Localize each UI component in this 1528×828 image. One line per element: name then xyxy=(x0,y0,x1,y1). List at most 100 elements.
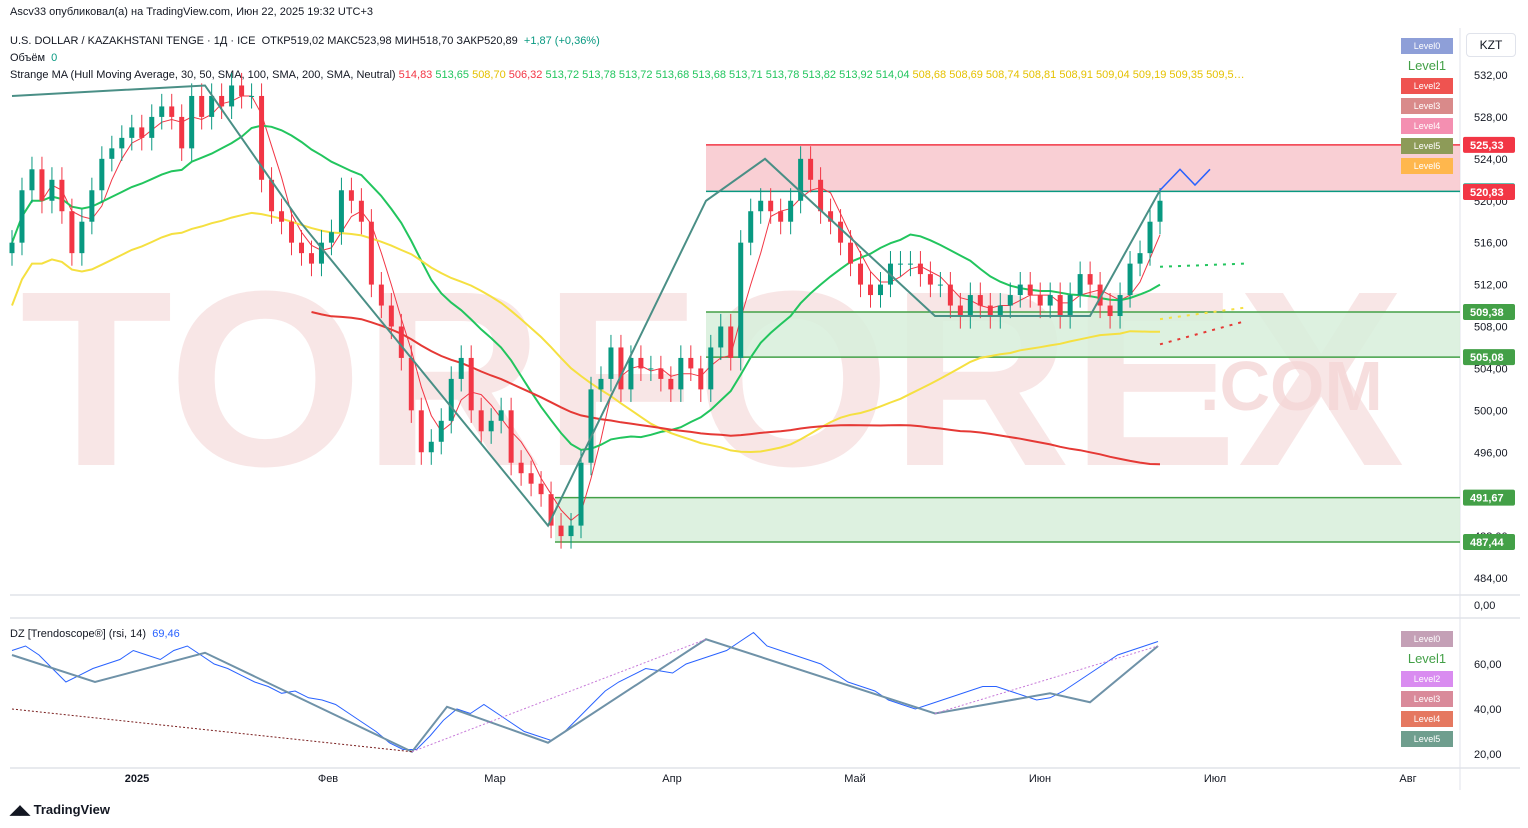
zone-resistance xyxy=(706,144,1460,192)
candle-body-62 xyxy=(628,357,634,390)
sma-200-line xyxy=(311,311,1161,466)
candle-body-40 xyxy=(408,357,414,411)
x-tick-0: 2025 xyxy=(125,773,149,785)
rsi-divergence-line xyxy=(11,708,413,753)
candle-body-106 xyxy=(1067,295,1073,317)
candle-body-52 xyxy=(528,473,534,484)
candle-body-98 xyxy=(987,305,993,317)
candle-body-47 xyxy=(478,410,484,432)
candle-body-56 xyxy=(568,525,574,537)
watermark-text: TORFOREX xyxy=(20,239,1404,518)
rsi-level-2[interactable]: Level2 xyxy=(1401,671,1453,687)
sma-50-line xyxy=(11,124,1161,451)
y-tick-4: 516,00 xyxy=(1474,238,1508,250)
candle-body-70 xyxy=(708,347,714,390)
candle-body-23 xyxy=(239,85,245,96)
rsi-line xyxy=(11,631,1159,750)
main-level-0[interactable]: Level0 xyxy=(1401,38,1453,54)
rsi-tick-1: 40,00 xyxy=(1474,704,1502,716)
candle-body-39 xyxy=(398,326,404,358)
candle-body-48 xyxy=(488,420,494,432)
main-level-5[interactable]: Level5 xyxy=(1401,138,1453,154)
candle-body-72 xyxy=(728,326,734,358)
tradingview-logo[interactable]: ◢◣ TradingView xyxy=(10,802,110,818)
candle-body-74 xyxy=(748,211,754,243)
ma100-projection xyxy=(1159,306,1246,321)
candle-body-109 xyxy=(1097,284,1103,306)
candle-body-3 xyxy=(39,169,45,201)
watermark-sub: .COM xyxy=(1200,347,1383,425)
candle-body-114 xyxy=(1147,221,1153,254)
candle-body-0 xyxy=(9,242,15,254)
candle-body-18 xyxy=(189,95,195,149)
rsi-level-1[interactable]: Level1 xyxy=(1401,651,1453,667)
price-label-bg-6 xyxy=(1463,533,1515,550)
candle-body-25 xyxy=(259,95,265,180)
candle-body-55 xyxy=(558,525,564,537)
x-tick-3: Апр xyxy=(662,773,681,785)
candle-body-8 xyxy=(89,190,95,222)
candle-body-76 xyxy=(768,200,774,212)
rsi-trend-line-2 xyxy=(934,645,1159,714)
rsi-level-3[interactable]: Level3 xyxy=(1401,691,1453,707)
main-level-3[interactable]: Level3 xyxy=(1401,98,1453,114)
candle-body-45 xyxy=(458,357,464,379)
volume-label[interactable]: Объём xyxy=(10,52,46,64)
candle-body-37 xyxy=(378,284,384,306)
symbol-name[interactable]: U.S. DOLLAR / KAZAKHSTANI TENGE · 1Д · I… xyxy=(10,35,256,47)
candle-body-14 xyxy=(149,116,155,138)
candle-body-41 xyxy=(418,410,424,453)
candle-body-12 xyxy=(129,127,135,138)
x-tick-7: Авг xyxy=(1399,773,1416,785)
rsi-label[interactable]: DZ [Trendoscope®] (rsi, 14) xyxy=(10,628,147,640)
currency-button[interactable]: KZT xyxy=(1466,33,1516,57)
main-level-2[interactable]: Level2 xyxy=(1401,78,1453,94)
candle-body-95 xyxy=(957,305,963,317)
candle-body-60 xyxy=(608,347,614,379)
price-label-bg-5 xyxy=(1463,489,1515,506)
candle-body-105 xyxy=(1057,295,1063,317)
main-level-1[interactable]: Level1 xyxy=(1401,58,1453,74)
candle-body-13 xyxy=(139,127,145,138)
candle-body-51 xyxy=(518,462,524,474)
candle-body-22 xyxy=(229,85,235,107)
y-tick-11: 488,00 xyxy=(1474,531,1508,543)
ma-value-5: 513,78 xyxy=(579,69,616,81)
main-level-4[interactable]: Level4 xyxy=(1401,118,1453,134)
ma200-projection xyxy=(1159,320,1246,346)
ma-value-18: 508,91 xyxy=(1056,69,1093,81)
rsi-level-4[interactable]: Level4 xyxy=(1401,711,1453,727)
x-tick-4: Май xyxy=(844,773,866,785)
ma-label[interactable]: Strange MA (Hull Moving Average, 30, 50,… xyxy=(10,69,396,81)
candle-body-68 xyxy=(688,357,694,369)
x-tick-6: Июл xyxy=(1204,773,1226,785)
x-tick-1: Фев xyxy=(318,773,338,785)
candle-body-89 xyxy=(897,263,903,265)
candle-body-36 xyxy=(368,221,374,285)
ma-value-16: 508,74 xyxy=(982,69,1020,81)
candle-body-91 xyxy=(917,263,923,275)
candle-body-50 xyxy=(508,410,514,463)
candle-body-113 xyxy=(1137,253,1143,264)
candle-body-53 xyxy=(538,483,544,495)
change-value: +1,87 (+0,36%) xyxy=(523,35,600,47)
ohlc-values: ОТКР519,02 МАКС523,98 МИН518,70 ЗАКР520,… xyxy=(261,35,518,47)
candle-body-112 xyxy=(1127,263,1133,296)
zone-support-1 xyxy=(706,312,1460,358)
main-level-6[interactable]: Level6 xyxy=(1401,158,1453,174)
candle-body-81 xyxy=(818,179,824,212)
ma-value-21: 509,35 xyxy=(1166,69,1204,81)
candle-body-115 xyxy=(1157,200,1163,222)
candle-body-96 xyxy=(967,295,973,317)
y-tick-9: 496,00 xyxy=(1474,447,1508,459)
price-label-bg-3 xyxy=(1463,304,1515,321)
candle-body-79 xyxy=(798,158,804,201)
rsi-level-5[interactable]: Level5 xyxy=(1401,731,1453,747)
y-tick-1: 528,00 xyxy=(1474,112,1508,124)
rsi-level-0[interactable]: Level0 xyxy=(1401,631,1453,647)
candle-body-43 xyxy=(438,420,444,442)
rsi-zigzag xyxy=(11,638,1159,753)
candle-body-4 xyxy=(49,179,55,201)
candle-body-6 xyxy=(69,211,75,254)
